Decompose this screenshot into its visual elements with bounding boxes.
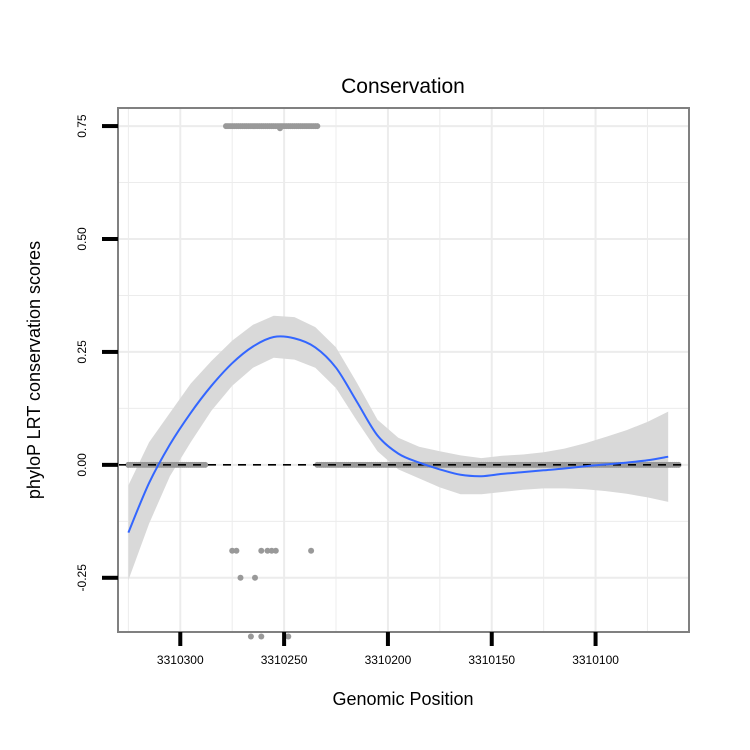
x-axis-title: Genomic Position bbox=[332, 689, 473, 709]
x-tick-label: 3310250 bbox=[261, 653, 308, 667]
data-point bbox=[252, 574, 258, 581]
data-point bbox=[268, 547, 275, 554]
y-tick-label: 0.25 bbox=[75, 340, 89, 364]
data-point bbox=[237, 574, 244, 581]
data-point bbox=[314, 123, 321, 130]
y-axis-title: phyloP LRT conservation scores bbox=[24, 241, 44, 499]
data-point bbox=[285, 633, 292, 640]
data-point bbox=[272, 547, 279, 554]
x-tick-label: 3310100 bbox=[572, 653, 619, 667]
data-point bbox=[308, 547, 315, 554]
data-point bbox=[264, 547, 271, 554]
plot-panel bbox=[117, 107, 690, 640]
y-axis: -0.25 0.00 0.25 0.50 0.75 bbox=[75, 114, 118, 591]
data-point bbox=[229, 547, 236, 554]
y-tick-label: 0.75 bbox=[75, 114, 89, 138]
x-axis: 3310300 3310250 3310200 3310150 3310100 bbox=[157, 632, 619, 667]
data-point bbox=[258, 547, 265, 554]
data-point bbox=[233, 547, 240, 554]
plot-border bbox=[117, 107, 690, 633]
y-tick-label: -0.25 bbox=[75, 564, 89, 592]
data-point bbox=[277, 125, 283, 132]
chart-title: Conservation bbox=[341, 75, 465, 98]
smooth-trend-line bbox=[127, 335, 669, 533]
x-tick-label: 3310150 bbox=[468, 653, 515, 667]
x-tick-label: 3310300 bbox=[157, 653, 204, 667]
data-point bbox=[258, 633, 265, 640]
data-point bbox=[247, 633, 254, 640]
data-point bbox=[202, 461, 209, 468]
confidence-ribbon bbox=[128, 315, 669, 581]
y-tick-label: 0.50 bbox=[75, 227, 89, 251]
x-tick-label: 3310200 bbox=[365, 653, 412, 667]
y-tick-label: 0.00 bbox=[75, 453, 89, 477]
